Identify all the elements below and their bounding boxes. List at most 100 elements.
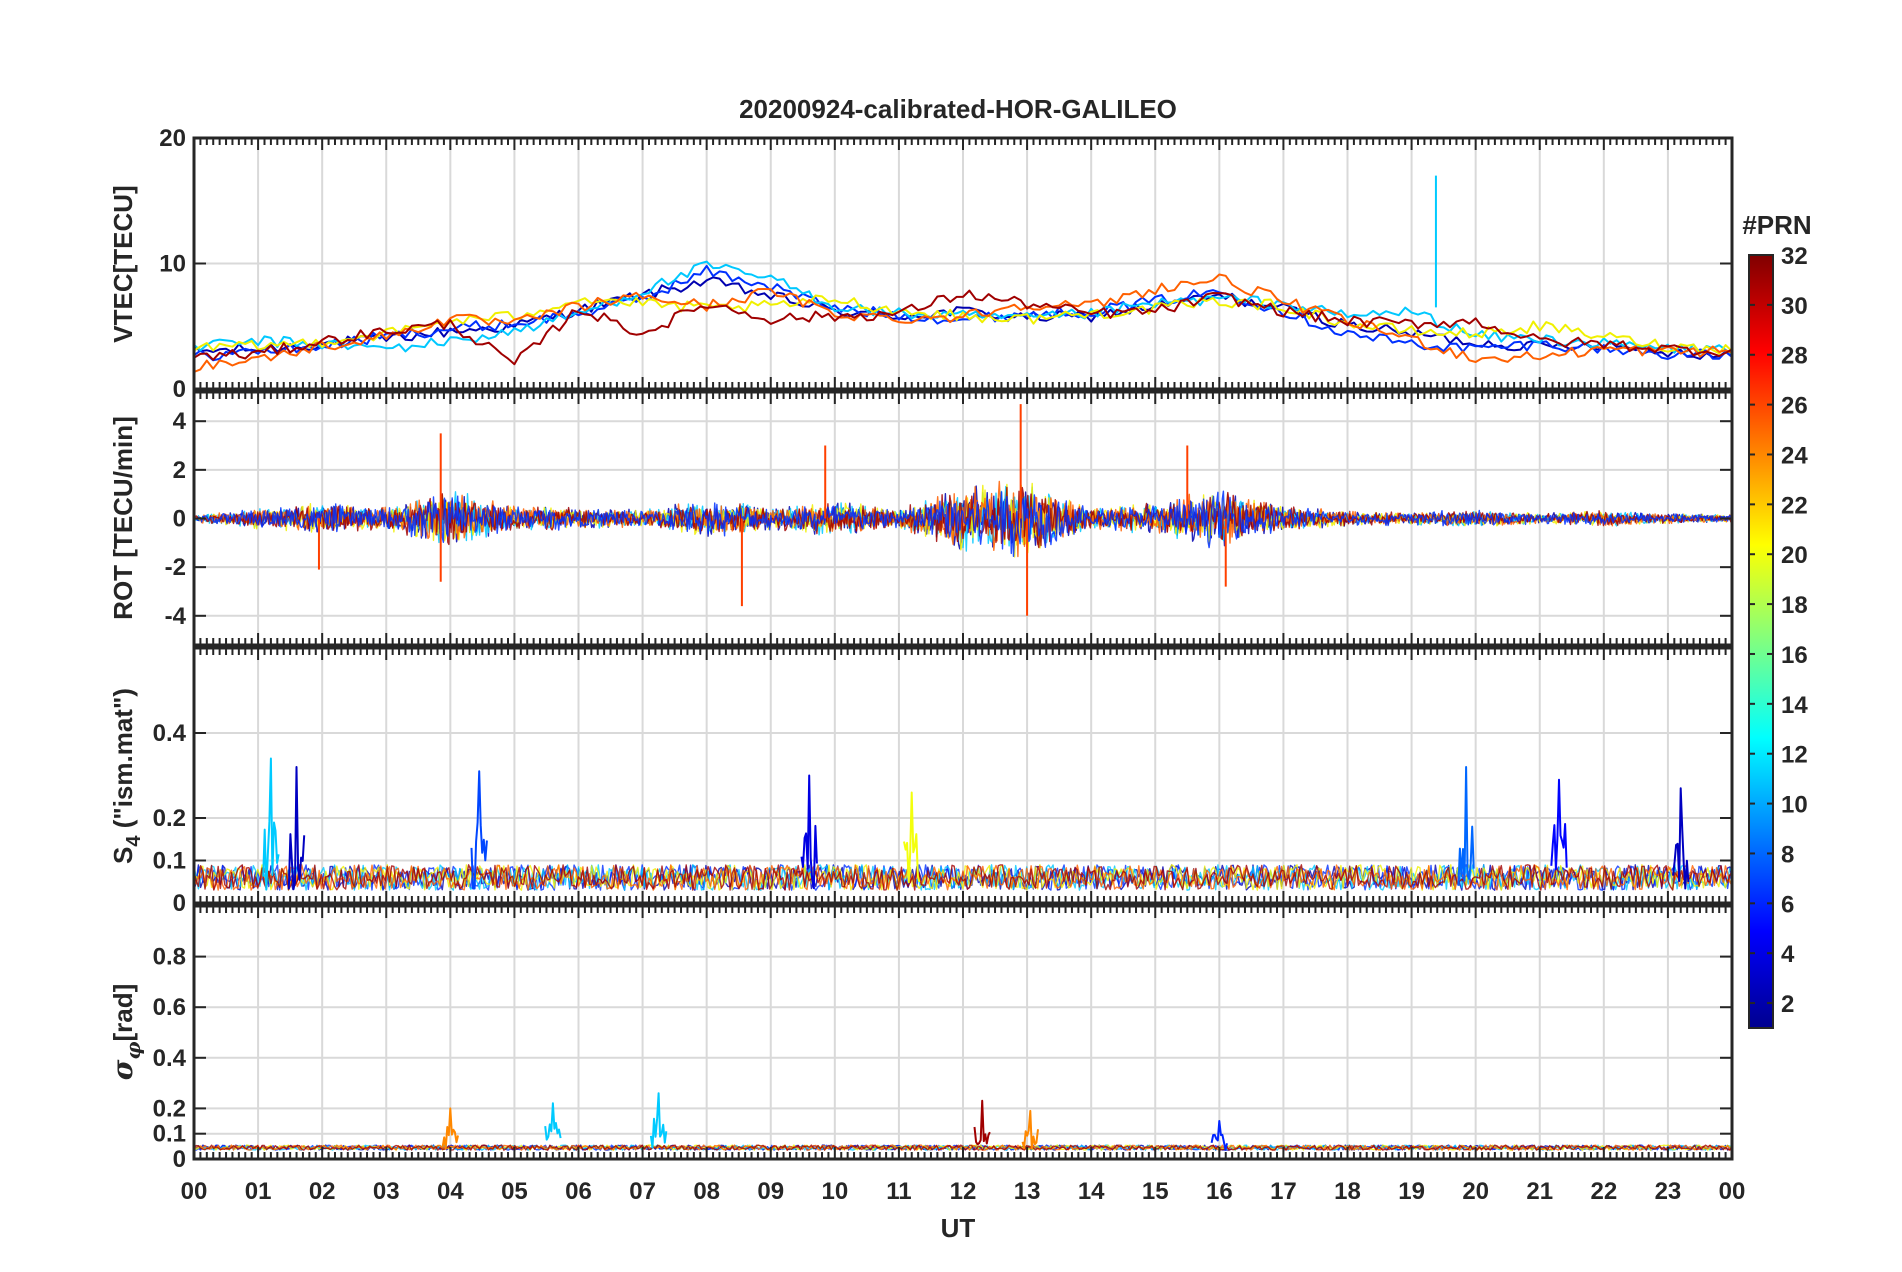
x-tick-label: 19 <box>1398 1178 1425 1205</box>
s4-peak <box>287 766 306 891</box>
x-tick-label: 15 <box>1142 1178 1169 1205</box>
panel-2: -4 -2 0 2 4 ROT [TECU/min] <box>108 390 1734 647</box>
x-tick-label: 22 <box>1590 1178 1617 1205</box>
x-tick-label: 10 <box>821 1178 848 1205</box>
x-tick-label: 16 <box>1206 1178 1233 1205</box>
plot-frame <box>192 136 1734 391</box>
x-tick-label: 23 <box>1655 1178 1682 1205</box>
data-series <box>193 757 1733 891</box>
y-tick-label: 4 <box>173 408 187 435</box>
colorbar-tick-label: 24 <box>1781 442 1808 469</box>
colorbar-tick-label: 20 <box>1781 542 1808 569</box>
s4-peak <box>470 770 488 890</box>
y-tick-label: 0.6 <box>153 994 186 1021</box>
y-tick-label: 2 <box>173 457 186 484</box>
sigma-phi-peak <box>544 1102 562 1141</box>
sigma-phi-peak <box>441 1107 459 1150</box>
y-tick-label: 0.2 <box>153 805 186 832</box>
y-tick-label: 0 <box>173 890 186 917</box>
vtec-series-prn-20 <box>193 294 1733 355</box>
y-tick-label: 0.1 <box>153 1121 186 1148</box>
x-tick-label: 17 <box>1270 1178 1297 1205</box>
sigma-phi-peak <box>1021 1109 1039 1150</box>
x-tick-label: 13 <box>1014 1178 1041 1205</box>
colorbar-tick-label: 4 <box>1781 941 1795 968</box>
x-tick-label: 08 <box>693 1178 720 1205</box>
s4-peak <box>1457 766 1475 886</box>
colorbar-tick-label: 10 <box>1781 792 1808 819</box>
data-series <box>193 404 1733 616</box>
colorbar-tick-label: 26 <box>1781 393 1808 420</box>
y-tick-label: -4 <box>165 603 187 630</box>
plot-frame <box>192 646 1734 905</box>
sigma-phi-peak <box>1210 1120 1228 1151</box>
colorbar-tick-label: 12 <box>1781 742 1808 769</box>
y-axis-label: ROT [TECU/min] <box>108 416 138 620</box>
y-tick-label: 10 <box>159 251 186 278</box>
y-tick-label: 0.8 <box>153 944 186 971</box>
colorbar-scale <box>1748 254 1774 1029</box>
x-tick-label: 03 <box>373 1178 400 1205</box>
x-tick-label: 14 <box>1078 1178 1105 1205</box>
x-tick-label: 07 <box>629 1178 656 1205</box>
panel-1: 0 10 20 VTEC[TECU] <box>108 125 1734 403</box>
s4-peak <box>262 757 280 891</box>
colorbar-title: #PRN <box>1742 210 1811 240</box>
colorbar-tick-label: 28 <box>1781 343 1808 370</box>
x-tick-label: 00 <box>181 1178 208 1205</box>
colorbar-tick-label: 2 <box>1781 991 1794 1018</box>
x-axis-tick-labels: 00 01 02 03 04 05 06 07 08 09 10 11 12 13 14 15 16 17 18 19… <box>181 1178 1746 1205</box>
y-tick-label: 0 <box>173 376 186 403</box>
plot-frame <box>192 904 1734 1161</box>
colorbar-tick-label: 18 <box>1781 592 1808 619</box>
x-axis-label: UT <box>941 1213 976 1243</box>
panel-3: 0 0.1 0.2 0.4 S4 ("ism.mat") <box>108 646 1734 917</box>
x-tick-label: 00 <box>1719 1178 1746 1205</box>
s4-series <box>193 864 1733 891</box>
x-tick-label: 05 <box>501 1178 528 1205</box>
x-tick-label: 04 <box>437 1178 464 1205</box>
colorbar-tick-label: 16 <box>1781 642 1808 669</box>
y-tick-label: -2 <box>165 554 186 581</box>
x-tick-label: 02 <box>309 1178 336 1205</box>
y-tick-label: 0.2 <box>153 1095 186 1122</box>
colorbar-tick-label: 6 <box>1781 891 1794 918</box>
y-axis-label: VTEC[TECU] <box>108 185 138 342</box>
y-tick-label: 0.1 <box>153 848 186 875</box>
s4-series <box>193 864 1733 891</box>
vtec-series-prn-11 <box>193 260 1733 355</box>
vtec-series-prn-31 <box>193 289 1733 366</box>
y-tick-label: 0 <box>173 506 186 533</box>
x-tick-label: 18 <box>1334 1178 1361 1205</box>
x-tick-label: 12 <box>950 1178 977 1205</box>
y-axis-label: S4 ("ism.mat") <box>108 688 145 864</box>
colorbar-tick-label: 30 <box>1781 293 1808 320</box>
s4-peak <box>800 774 818 890</box>
x-tick-label: 11 <box>886 1178 911 1205</box>
y-tick-label: 20 <box>159 125 186 152</box>
colorbar-tick-label: 32 <box>1781 243 1808 270</box>
y-axis-label: σφ[rad] <box>106 984 145 1081</box>
s4-peak <box>1550 778 1568 871</box>
x-tick-label: 20 <box>1462 1178 1489 1205</box>
plot-frame <box>192 390 1734 647</box>
vtec-series-prn-6 <box>193 264 1733 362</box>
sigma-phi-peak <box>973 1099 991 1146</box>
colorbar-tick-label: 8 <box>1781 841 1794 868</box>
colorbar-tick-label: 22 <box>1781 492 1808 519</box>
data-series <box>193 175 1733 373</box>
vtec-series-prn-24 <box>193 273 1733 373</box>
panel-4: 00.10.2 0.4 0.6 0.8 σφ[rad] <box>106 904 1734 1173</box>
axis-ticks <box>193 392 1733 645</box>
x-tick-label: 01 <box>245 1178 272 1205</box>
x-tick-label: 21 <box>1526 1178 1553 1205</box>
s4-peak <box>903 791 921 884</box>
x-tick-label: 06 <box>565 1178 592 1205</box>
y-tick-label: 0.4 <box>153 1045 187 1072</box>
rot-series <box>193 490 1733 557</box>
x-tick-label: 09 <box>757 1178 784 1205</box>
sigma-phi-peak <box>649 1092 668 1149</box>
s4-peak <box>1672 787 1690 890</box>
